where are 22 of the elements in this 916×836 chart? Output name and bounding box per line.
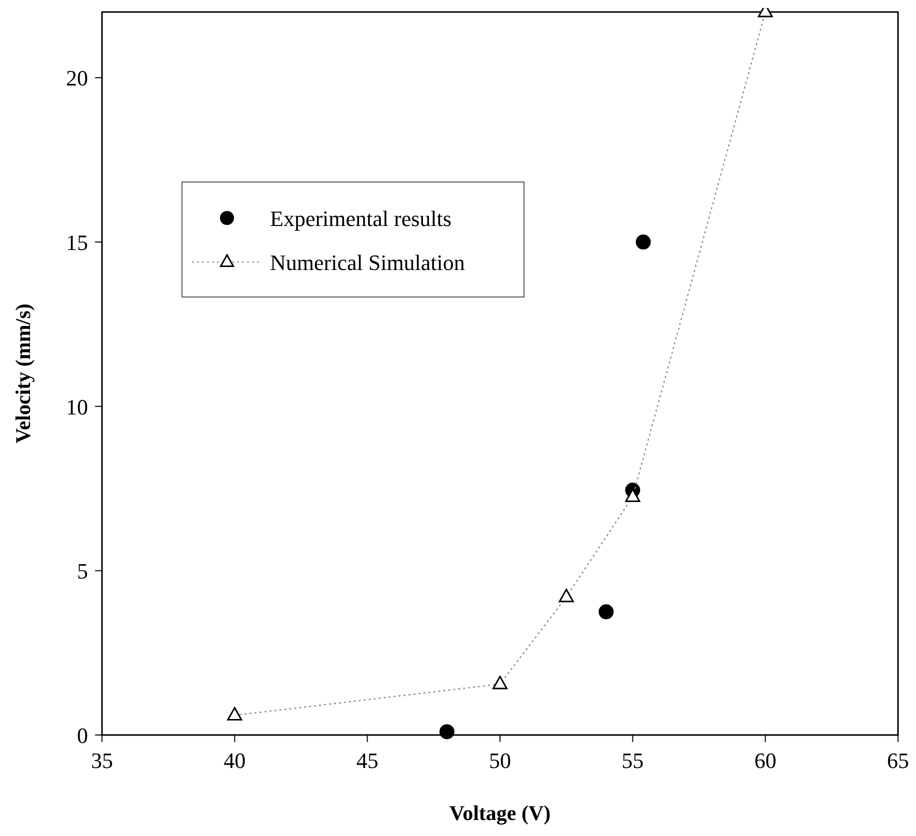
point	[227, 707, 242, 721]
y-tick-label: 15	[66, 230, 88, 256]
x-tick-label: 50	[489, 748, 511, 773]
y-tick-label: 10	[66, 394, 88, 420]
x-tick-label: 40	[224, 748, 246, 773]
point	[598, 604, 614, 620]
y-axis-title: Velocity (mm/s)	[11, 304, 35, 444]
y-tick-label: 20	[66, 66, 88, 91]
point	[492, 676, 508, 690]
x-tick-label: 35	[91, 748, 113, 773]
point	[439, 724, 454, 740]
x-tick-label: 65	[887, 748, 909, 773]
x-tick-label: 55	[622, 748, 644, 773]
legend-label: Numerical Simulation	[270, 250, 465, 275]
legend-label: Experimental results	[270, 206, 452, 231]
x-tick-label: 60	[754, 748, 776, 773]
y-tick-label: 0	[77, 723, 88, 748]
point	[558, 588, 574, 602]
y-tick-label: 5	[77, 558, 88, 584]
x-tick-label: 45	[356, 748, 378, 773]
point	[636, 234, 651, 250]
x-axis-title: Voltage (V)	[449, 801, 551, 825]
